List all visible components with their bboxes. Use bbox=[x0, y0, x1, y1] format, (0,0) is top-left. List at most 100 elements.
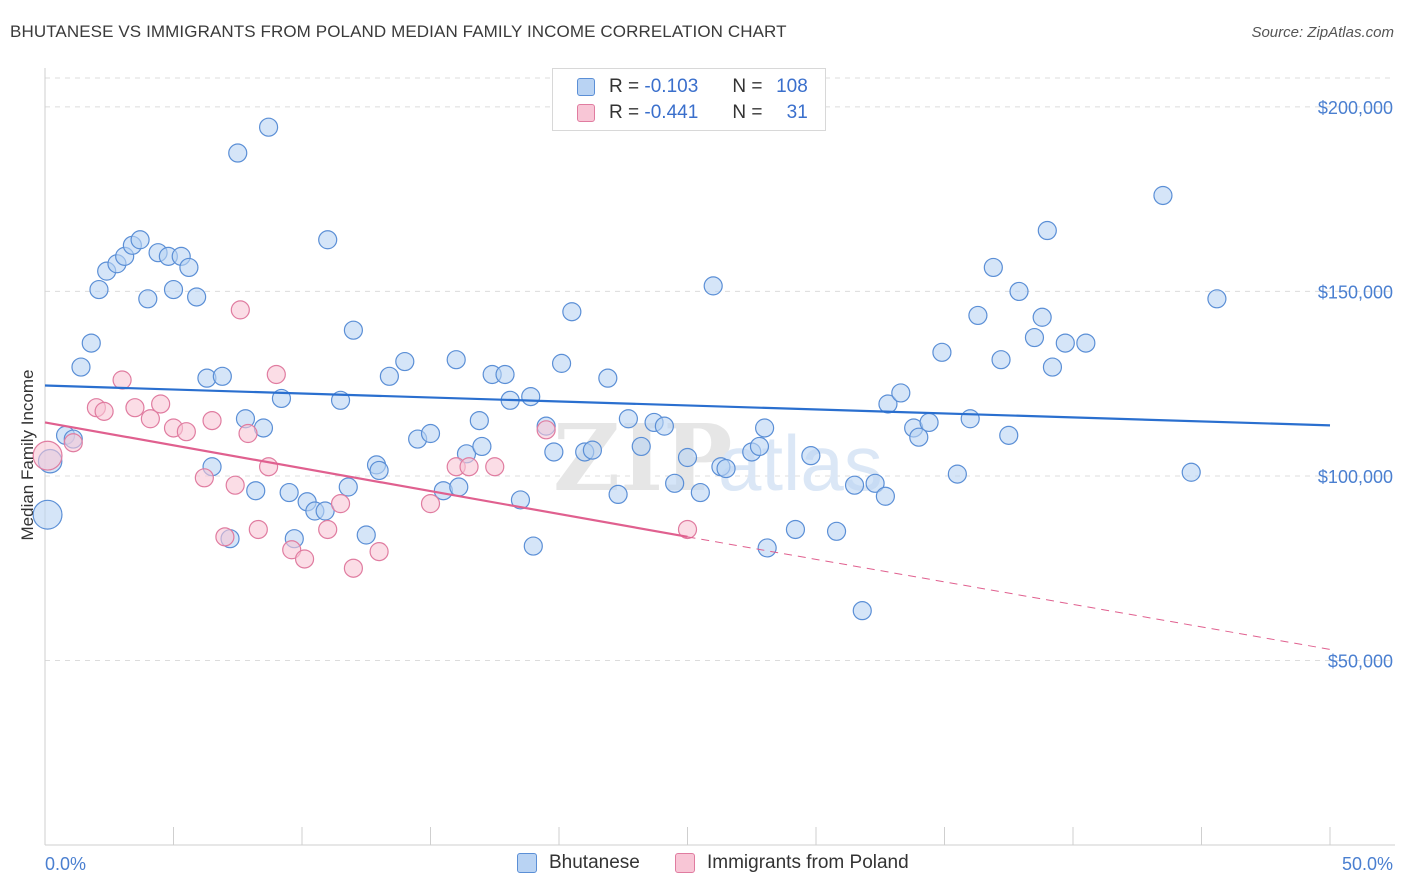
bhutanese-point bbox=[865, 473, 885, 493]
bhutanese-point bbox=[999, 425, 1019, 445]
poland-point bbox=[485, 457, 505, 477]
bhutanese-point bbox=[919, 412, 939, 433]
bhutanese-point bbox=[852, 601, 872, 621]
legend-item-poland: Immigrants from Poland bbox=[675, 852, 909, 874]
bhutanese-point bbox=[89, 279, 109, 300]
bhutanese-point bbox=[665, 473, 685, 493]
bhutanese-point bbox=[690, 482, 710, 503]
pink-swatch bbox=[675, 853, 695, 873]
poland-point bbox=[230, 300, 250, 320]
gridlines bbox=[45, 77, 1395, 661]
legend-row-poland: R = -0.441 N = 31 bbox=[577, 101, 808, 125]
bhutanese-point bbox=[1055, 333, 1075, 353]
bhutanese-point bbox=[801, 446, 821, 466]
bhutanese-point bbox=[749, 436, 770, 457]
poland-point bbox=[238, 423, 258, 444]
bhutanese-point bbox=[544, 442, 564, 462]
bhutanese-point bbox=[1037, 220, 1057, 241]
bhutanese-point bbox=[338, 477, 358, 497]
bhutanese-point bbox=[947, 464, 967, 484]
legend-row-bhutanese: R = -0.103 N = 108 bbox=[577, 75, 808, 99]
bhutanese-point bbox=[163, 279, 184, 300]
bhutanese-point bbox=[521, 387, 541, 407]
poland-trend-line bbox=[44, 421, 688, 538]
x-tick-labels: 0.0% 50.0% bbox=[45, 854, 1393, 874]
y-tick-label: $100,000 bbox=[1318, 467, 1393, 487]
poland-point bbox=[125, 398, 145, 418]
poland-point bbox=[112, 370, 132, 390]
bhutanese-point bbox=[379, 366, 399, 386]
y-tick-label: $50,000 bbox=[1328, 651, 1393, 671]
poland-point bbox=[215, 527, 235, 547]
y-tick-label: $150,000 bbox=[1318, 282, 1393, 302]
legend-label: Immigrants from Poland bbox=[707, 852, 909, 873]
bhutanese-point bbox=[551, 353, 572, 373]
bhutanese-trend-line bbox=[44, 384, 1331, 427]
bhutanese-point bbox=[71, 357, 91, 377]
bhutanese-point bbox=[844, 475, 865, 495]
bhutanese-point bbox=[130, 230, 150, 250]
bhutanese-point bbox=[369, 460, 389, 481]
bhutanese-point bbox=[523, 536, 543, 556]
poland-point bbox=[194, 468, 214, 488]
chart-title: BHUTANESE VS IMMIGRANTS FROM POLAND MEDI… bbox=[10, 22, 787, 41]
y-axis-label: Median Family Income bbox=[18, 369, 37, 540]
poland-point bbox=[63, 433, 83, 453]
poland-point bbox=[294, 549, 315, 569]
bhutanese-point bbox=[654, 416, 674, 436]
bhutanese-point bbox=[562, 302, 582, 322]
bhutanese-point bbox=[343, 320, 363, 340]
bhutanese-point bbox=[1009, 281, 1029, 302]
bhutanese-point bbox=[279, 482, 299, 503]
bhutanese-point bbox=[754, 418, 775, 438]
bhutanese-point bbox=[179, 257, 199, 278]
poland-point bbox=[225, 475, 245, 495]
pink-swatch bbox=[577, 104, 595, 122]
n-value: 31 bbox=[786, 102, 808, 123]
bhutanese-point bbox=[932, 342, 952, 362]
poland-point bbox=[266, 364, 286, 385]
poland-point bbox=[420, 494, 441, 514]
poland-point bbox=[369, 542, 389, 562]
bhutanese-point bbox=[878, 394, 898, 414]
bhutanese-point bbox=[1153, 185, 1173, 206]
bhutanese-point bbox=[315, 501, 335, 521]
bhutanese-point bbox=[618, 409, 638, 429]
poland-point bbox=[677, 519, 698, 540]
r-value: -0.103 bbox=[644, 76, 699, 97]
bhutanese-point bbox=[81, 333, 101, 353]
bhutanese-point bbox=[212, 366, 232, 386]
bhutanese-point bbox=[258, 117, 279, 137]
y-tick-label: $200,000 bbox=[1318, 98, 1393, 118]
bhutanese-point bbox=[228, 143, 248, 163]
bhutanese-point bbox=[991, 350, 1011, 370]
bhutanese-point bbox=[420, 423, 441, 444]
r-label: R = bbox=[609, 102, 640, 123]
bhutanese-point bbox=[875, 486, 895, 506]
bhutanese-point bbox=[32, 499, 63, 530]
bhutanese-point bbox=[187, 287, 207, 307]
r-label: R = bbox=[609, 76, 640, 97]
poland-point bbox=[32, 440, 63, 471]
poland-trend-extension bbox=[687, 536, 1331, 650]
bhutanese-point bbox=[138, 289, 158, 309]
x-tick-label: 0.0% bbox=[45, 854, 86, 874]
bhutanese-point bbox=[449, 477, 469, 497]
poland-point bbox=[140, 409, 160, 429]
data-points bbox=[32, 117, 1227, 621]
blue-swatch bbox=[577, 78, 595, 96]
bhutanese-point bbox=[968, 305, 988, 326]
bhutanese-point bbox=[469, 410, 489, 431]
poland-point bbox=[248, 519, 268, 540]
poland-point bbox=[459, 457, 479, 477]
bhutanese-point bbox=[510, 490, 531, 510]
bhutanese-point bbox=[909, 427, 929, 447]
bhutanese-point bbox=[1024, 327, 1045, 348]
poland-point bbox=[318, 519, 338, 540]
bhutanese-point bbox=[1042, 357, 1063, 377]
bhutanese-point bbox=[318, 230, 338, 250]
bhutanese-point bbox=[983, 257, 1003, 278]
bhutanese-point bbox=[598, 368, 618, 388]
bhutanese-point bbox=[631, 436, 651, 457]
